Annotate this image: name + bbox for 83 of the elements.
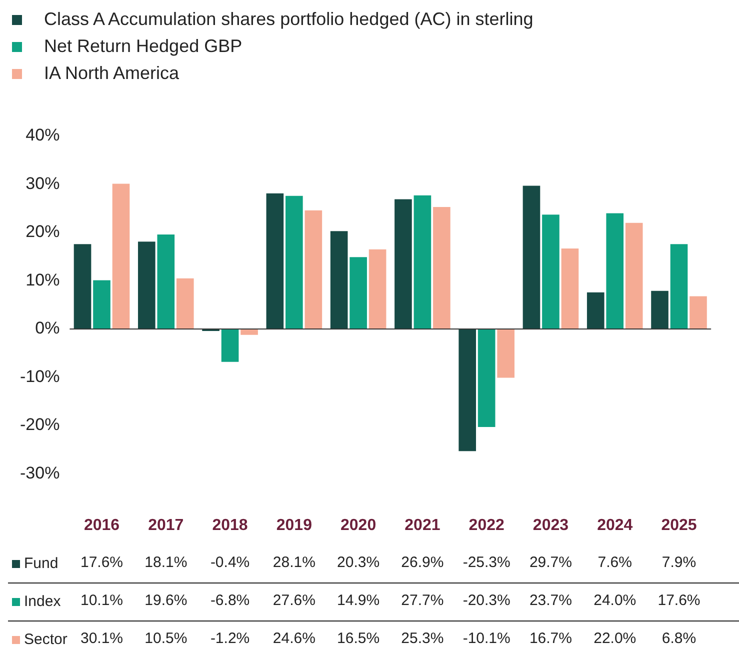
bar	[478, 329, 496, 427]
x-tick-label: 2017	[148, 516, 184, 534]
legend-label: Net Return Hedged GBP	[44, 36, 242, 57]
text: Fund	[24, 555, 58, 572]
bar	[221, 329, 239, 362]
x-tick-label: 2020	[340, 516, 376, 534]
x-tick-label: 2018	[212, 516, 248, 534]
y-tick-label: 40%	[26, 126, 60, 145]
y-tick-label: 20%	[26, 222, 60, 242]
y-tick-label: -20%	[20, 415, 60, 434]
bar	[690, 296, 707, 330]
bar	[414, 195, 432, 330]
x-tick-label: 2023	[532, 516, 569, 534]
y-tick-label: -30%	[20, 463, 60, 482]
bar	[586, 292, 604, 330]
data-label: 17.6%	[658, 592, 700, 610]
bar	[651, 290, 668, 330]
bar	[74, 244, 92, 330]
data-label: -10.1%	[462, 630, 510, 648]
y-tick-label: 10%	[26, 270, 60, 290]
bar	[394, 199, 412, 330]
data-label: -25.3%	[462, 554, 510, 572]
data-label: 24.6%	[272, 630, 316, 648]
data-label: 27.7%	[401, 592, 444, 610]
data-label: 24.0%	[594, 592, 636, 610]
y-tick-label: 0%	[35, 318, 60, 338]
x-tick-label: 2016	[84, 516, 120, 534]
data-label: -6.8%	[210, 592, 250, 610]
x-tick-label: 2024	[597, 516, 633, 534]
data-label: 23.7%	[529, 592, 572, 610]
x-tick-label: 2019	[276, 516, 312, 534]
data-label: 10.5%	[144, 630, 188, 648]
bar	[670, 244, 688, 330]
data-label: 16.7%	[529, 630, 572, 648]
bar	[286, 196, 303, 330]
bar	[606, 213, 624, 330]
data-label: 22.0%	[594, 630, 636, 648]
bar	[542, 214, 560, 330]
legend-label: Class A Accumulation shares portfolio hedged (AC) in sterling	[44, 9, 534, 30]
bar	[176, 278, 194, 330]
bar	[112, 184, 130, 330]
x-tick-label: 2021	[404, 516, 440, 534]
data-label: -0.4%	[210, 554, 250, 572]
data-label: 20.3%	[337, 554, 380, 572]
data-label: 19.6%	[144, 592, 188, 610]
bar	[330, 231, 348, 330]
data-label: 18.1%	[144, 554, 188, 572]
text: Sector	[24, 631, 68, 648]
data-label: -1.2%	[210, 630, 250, 648]
bar	[497, 329, 514, 378]
data-label: 30.1%	[80, 630, 124, 648]
data-label: 10.1%	[80, 592, 124, 610]
bar	[240, 329, 258, 335]
data-label: -20.3%	[462, 592, 510, 610]
data-label: 16.5%	[337, 630, 380, 648]
x-tick-label: 2022	[468, 516, 504, 534]
data-label: 28.1%	[272, 554, 316, 572]
data-label: 7.9%	[662, 554, 696, 572]
data-label: 27.6%	[272, 592, 316, 610]
bar	[433, 206, 450, 330]
bar	[138, 242, 156, 330]
data-label: 29.7%	[529, 554, 572, 572]
bar	[93, 280, 110, 330]
bar	[157, 234, 175, 330]
data-label: 26.9%	[401, 554, 444, 572]
bar	[304, 210, 322, 330]
y-tick-label: -10%	[20, 366, 60, 386]
bar	[350, 257, 367, 330]
data-label: 14.9%	[337, 592, 380, 610]
x-tick-label: 2025	[661, 516, 697, 534]
bar	[561, 248, 579, 330]
bar	[458, 329, 476, 452]
y-tick-label: 30%	[26, 174, 60, 193]
text: Index	[24, 593, 62, 610]
data-label: 17.6%	[80, 554, 124, 572]
bar	[368, 249, 386, 330]
bar	[522, 186, 540, 330]
bar	[625, 222, 643, 330]
data-label: 6.8%	[662, 630, 696, 648]
data-label: 7.6%	[598, 554, 632, 572]
data-label: 25.3%	[401, 630, 444, 648]
legend-label: IA North America	[44, 63, 180, 84]
bar	[266, 193, 284, 330]
